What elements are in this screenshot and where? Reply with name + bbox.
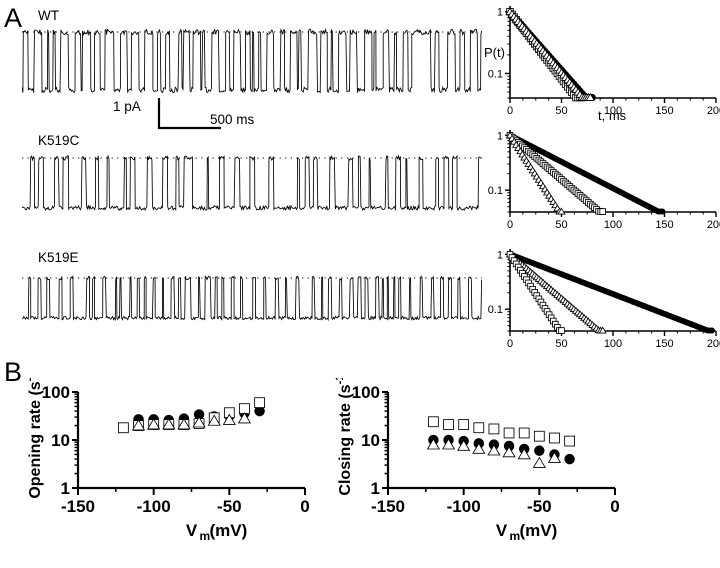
svg-text:V: V — [496, 521, 508, 540]
trace-label-wt: WT — [38, 8, 59, 23]
trace-label-k519e: K519E — [38, 250, 79, 265]
svg-text:100: 100 — [352, 383, 380, 402]
svg-text:0: 0 — [507, 219, 513, 231]
svg-text:-150: -150 — [371, 497, 405, 516]
k519e-survivorship-plot: 1 0.1 0 50 100 150 200 — [488, 249, 720, 350]
survivorship-ylabel: P(t) — [484, 45, 505, 60]
svg-text:10: 10 — [51, 431, 70, 450]
svg-text:1: 1 — [497, 249, 503, 261]
panel-b-letter: B — [4, 357, 23, 387]
svg-text:0.1: 0.1 — [488, 68, 503, 80]
svg-text:100: 100 — [604, 338, 622, 350]
svg-text:200: 200 — [707, 219, 720, 231]
scalebar-current-label: 1 pA — [113, 99, 141, 114]
svg-text:0.1: 0.1 — [488, 185, 503, 197]
svg-text:100: 100 — [604, 219, 622, 231]
svg-text:50: 50 — [555, 219, 567, 231]
svg-text:150: 150 — [655, 338, 673, 350]
svg-text:150: 150 — [655, 219, 673, 231]
svg-text:1: 1 — [371, 479, 380, 498]
survivorship-xlabel: t, ms — [598, 108, 627, 123]
svg-text:100: 100 — [604, 105, 622, 117]
svg-text:0: 0 — [507, 105, 513, 117]
trace-k519c — [22, 154, 482, 212]
svg-text:1: 1 — [61, 479, 70, 498]
svg-text:50: 50 — [555, 338, 567, 350]
svg-text:100: 100 — [42, 383, 70, 402]
svg-text:-50: -50 — [527, 497, 552, 516]
svg-text:1: 1 — [497, 7, 503, 19]
trace-k519e — [22, 275, 482, 322]
svg-text:0.1: 0.1 — [488, 304, 503, 316]
svg-text:50: 50 — [555, 105, 567, 117]
trace-wt — [22, 28, 482, 94]
svg-text:-50: -50 — [217, 497, 242, 516]
svg-text:1: 1 — [497, 130, 503, 142]
k519c-survivorship-plot: 1 0.1 0 50 100 150 200 — [488, 130, 720, 231]
scale-bar — [157, 98, 221, 130]
svg-text:200: 200 — [707, 105, 720, 117]
svg-text:Opening rate (s: Opening rate (s — [27, 381, 44, 498]
svg-text:0: 0 — [300, 497, 309, 516]
svg-text:-150: -150 — [61, 497, 95, 516]
svg-text:-1: -1 — [334, 378, 346, 384]
scalebar-time-label: 500 ms — [210, 112, 255, 127]
svg-text:(mV): (mV) — [210, 521, 248, 540]
wt-survivorship-plot: 1 0.1 0 50 100 150 200 — [488, 6, 720, 117]
svg-text:150: 150 — [655, 105, 673, 117]
svg-text:(mV): (mV) — [520, 521, 558, 540]
svg-text:V: V — [186, 521, 198, 540]
svg-text:10: 10 — [361, 431, 380, 450]
svg-text:0: 0 — [507, 338, 513, 350]
svg-text:m: m — [200, 529, 211, 543]
svg-text:-1: -1 — [24, 378, 36, 381]
svg-text:-100: -100 — [137, 497, 171, 516]
svg-text:m: m — [510, 529, 521, 543]
panel-a-letter: A — [4, 3, 23, 33]
svg-text:0: 0 — [610, 497, 619, 516]
svg-text:200: 200 — [707, 338, 720, 350]
trace-label-k519c: K519C — [38, 133, 80, 148]
svg-text:-100: -100 — [447, 497, 481, 516]
svg-text:Closing rate (s: Closing rate (s — [337, 384, 354, 495]
